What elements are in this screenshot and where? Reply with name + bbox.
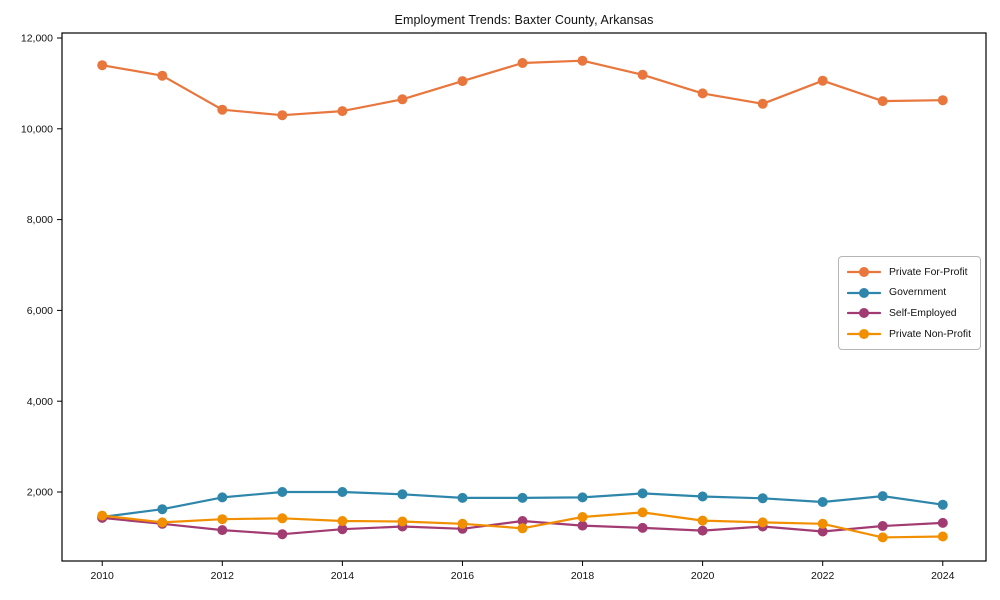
series-marker-private-non-profit bbox=[577, 512, 588, 522]
series-marker-government bbox=[697, 491, 708, 502]
series-marker-self-employed bbox=[517, 516, 528, 526]
series-marker-government bbox=[757, 493, 768, 504]
series-marker-government bbox=[577, 492, 588, 503]
x-tick-label: 2012 bbox=[211, 570, 235, 582]
series-marker-self-employed bbox=[277, 529, 288, 540]
y-tick-label: 4,000 bbox=[27, 396, 53, 408]
series-marker-government bbox=[277, 487, 288, 497]
y-tick-label: 10,000 bbox=[21, 123, 53, 135]
series-marker-private-for-profit bbox=[337, 106, 348, 117]
plot-frame bbox=[61, 32, 987, 562]
series-marker-self-employed bbox=[577, 520, 588, 531]
legend-marker bbox=[859, 308, 869, 319]
x-tick-label: 2020 bbox=[691, 570, 715, 582]
series-marker-self-employed bbox=[337, 524, 348, 535]
series-marker-government bbox=[217, 492, 228, 503]
series-marker-private-non-profit bbox=[757, 517, 768, 528]
legend-label: Private For-Profit bbox=[889, 266, 968, 278]
legend-label: Self-Employed bbox=[889, 307, 957, 319]
series-marker-government bbox=[157, 504, 168, 515]
series-marker-private-for-profit bbox=[637, 69, 648, 80]
legend-label: Private Non-Profit bbox=[889, 328, 971, 340]
series-marker-private-for-profit bbox=[457, 76, 468, 87]
series-marker-self-employed bbox=[637, 522, 648, 533]
series-marker-government bbox=[637, 488, 648, 499]
series-marker-self-employed bbox=[817, 526, 828, 537]
legend-item-private-non-profit: Private Non-Profit bbox=[847, 324, 971, 345]
legend-item-government: Government bbox=[847, 283, 971, 304]
series-marker-private-non-profit bbox=[937, 531, 948, 542]
series-marker-government bbox=[337, 487, 348, 497]
series-marker-private-non-profit bbox=[457, 518, 468, 529]
legend-marker bbox=[859, 267, 869, 278]
series-marker-private-for-profit bbox=[577, 55, 588, 66]
legend-marker bbox=[859, 329, 869, 340]
x-tick-label: 2022 bbox=[811, 570, 835, 582]
y-tick-label: 8,000 bbox=[27, 214, 53, 226]
series-marker-self-employed bbox=[217, 525, 228, 536]
series-marker-government bbox=[397, 489, 408, 500]
series-marker-private-for-profit bbox=[757, 98, 768, 109]
legend-swatch-private-non-profit bbox=[847, 329, 881, 340]
series-marker-government bbox=[877, 491, 888, 502]
series-marker-private-non-profit bbox=[517, 523, 528, 534]
series-marker-private-non-profit bbox=[697, 515, 708, 526]
x-tick-label: 2014 bbox=[331, 570, 355, 582]
series-marker-private-for-profit bbox=[697, 88, 708, 99]
series-marker-private-for-profit bbox=[157, 70, 168, 81]
legend-swatch-self-employed bbox=[847, 308, 881, 319]
series-marker-private-for-profit bbox=[277, 110, 288, 121]
legend-marker bbox=[859, 287, 869, 298]
series-marker-private-for-profit bbox=[397, 94, 408, 105]
y-tick-label: 6,000 bbox=[27, 305, 53, 317]
x-tick-label: 2018 bbox=[571, 570, 595, 582]
series-marker-private-non-profit bbox=[97, 510, 108, 521]
series-marker-private-for-profit bbox=[97, 60, 108, 71]
x-tick-label: 2010 bbox=[91, 570, 115, 582]
series-marker-private-non-profit bbox=[877, 532, 888, 543]
series-marker-private-for-profit bbox=[877, 96, 888, 107]
legend-swatch-government bbox=[847, 287, 881, 298]
series-marker-private-non-profit bbox=[157, 517, 168, 528]
legend-item-private-for-profit: Private For-Profit bbox=[847, 262, 971, 283]
series-marker-private-non-profit bbox=[337, 516, 348, 526]
series-marker-private-non-profit bbox=[817, 518, 828, 529]
series-marker-private-non-profit bbox=[637, 507, 648, 518]
legend-swatch-private-for-profit bbox=[847, 267, 881, 278]
series-marker-government bbox=[457, 492, 468, 503]
legend-item-self-employed: Self-Employed bbox=[847, 303, 971, 324]
series-line-private-for-profit bbox=[101, 59, 944, 117]
series-marker-private-for-profit bbox=[217, 104, 228, 115]
series-marker-government bbox=[817, 497, 828, 507]
series-marker-government bbox=[517, 492, 528, 503]
y-tick-label: 12,000 bbox=[21, 33, 53, 45]
series-marker-self-employed bbox=[877, 521, 888, 531]
series-marker-self-employed bbox=[697, 525, 708, 536]
series-marker-private-for-profit bbox=[817, 75, 828, 86]
x-tick-label: 2024 bbox=[931, 570, 955, 582]
series-marker-private-non-profit bbox=[397, 516, 408, 527]
x-tick-label: 2016 bbox=[451, 570, 475, 582]
legend-label: Government bbox=[889, 287, 947, 299]
y-tick-label: 2,000 bbox=[27, 487, 53, 499]
series-marker-private-non-profit bbox=[217, 514, 228, 525]
series-marker-private-for-profit bbox=[517, 58, 528, 68]
series-marker-government bbox=[937, 499, 948, 510]
series-marker-private-non-profit bbox=[277, 513, 288, 524]
chart-title: Employment Trends: Baxter County, Arkans… bbox=[394, 13, 654, 27]
series-marker-private-for-profit bbox=[937, 95, 948, 106]
legend: Private For-Profit Government Self-Employe… bbox=[838, 256, 981, 351]
series-marker-self-employed bbox=[937, 517, 948, 528]
